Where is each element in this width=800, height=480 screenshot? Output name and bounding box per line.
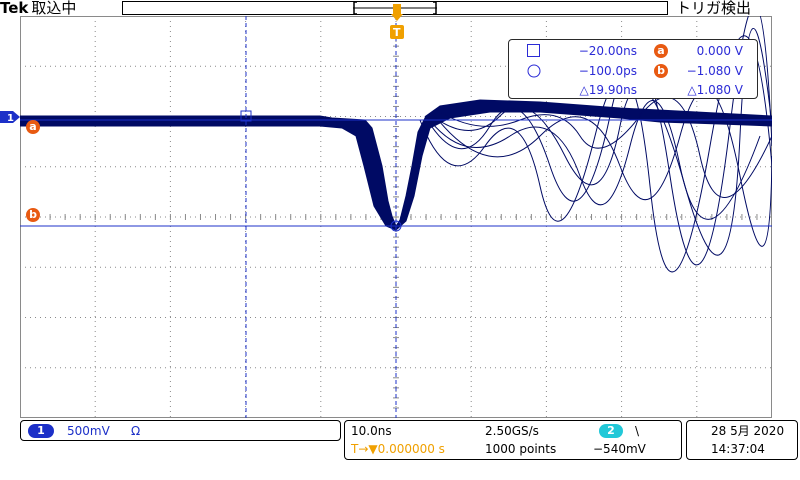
ch1-ground-marker[interactable]: 1 (0, 110, 24, 124)
record-length: 1000 points (485, 442, 557, 456)
date-time-display: 28 5月 2020 14:37:04 (686, 420, 798, 460)
cursor1-time: −20.00ns (578, 44, 637, 58)
cursor-a-badge: a (654, 44, 668, 58)
channel1-badge: 1 (28, 424, 54, 438)
trigger-level: −540mV (593, 442, 646, 456)
channel1-termination: Ω (131, 424, 141, 438)
horizontal-scale: 10.0ns (351, 424, 392, 438)
trigger-position: T→▼0.000000 s (351, 442, 445, 456)
cursor-readout: −20.00ns a 0.000 V −100.0ps b −1.080 V △… (508, 39, 758, 99)
circle-cursor-icon (527, 64, 541, 78)
brand-logo: Tek (0, 0, 29, 17)
cursor-b-marker[interactable]: b (26, 208, 40, 222)
delta-time: △19.90ns (579, 83, 637, 97)
sample-rate: 2.50GS/s (485, 424, 539, 438)
time: 14:37:04 (711, 442, 765, 456)
delta-voltage: △1.080 V (687, 83, 743, 97)
square-cursor-icon (527, 44, 540, 57)
brand-status: Tek 取込中 (0, 0, 76, 17)
cursor1-voltage: 0.000 V (696, 44, 743, 58)
timebase-settings[interactable]: 10.0ns 2.50GS/s 2 \ T→▼0.000000 s 1000 p… (344, 420, 682, 460)
acquisition-status: 取込中 (31, 0, 77, 17)
trigger-source-badge: 2 (599, 424, 623, 438)
ch1-marker-label: 1 (7, 113, 14, 124)
trigger-slope-icon: \ (635, 424, 640, 438)
channel1-settings[interactable]: 1 500mV Ω (20, 420, 341, 441)
cursor-lines[interactable] (20, 16, 772, 418)
trigger-status: トリガ検出 (676, 0, 752, 17)
cursor-b-badge: b (654, 64, 668, 78)
cursor2-voltage: −1.080 V (686, 64, 743, 78)
cursor2-time: −100.0ps (578, 64, 637, 78)
trigger-position-marker[interactable]: T (389, 4, 405, 40)
date: 28 5月 2020 (711, 424, 785, 438)
cursor-a-marker[interactable]: a (26, 120, 40, 134)
trigger-marker-label: T (393, 26, 401, 39)
channel1-scale: 500mV (67, 424, 110, 438)
